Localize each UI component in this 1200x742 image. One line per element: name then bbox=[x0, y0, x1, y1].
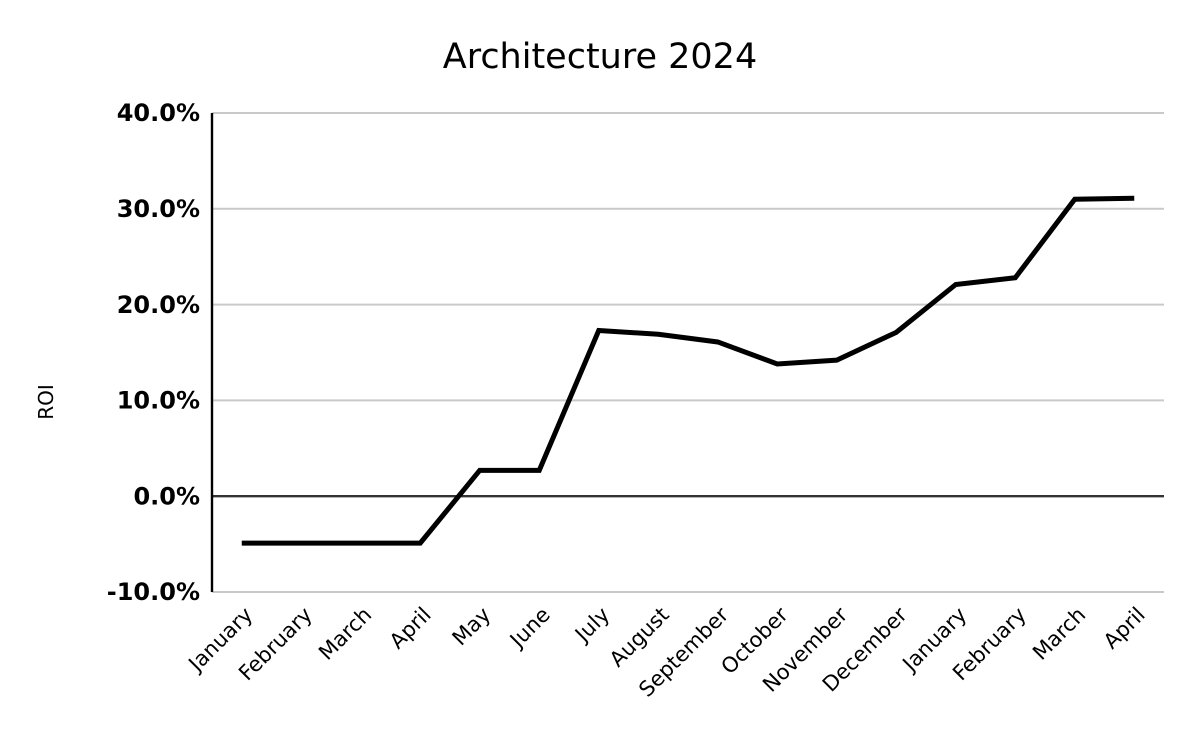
chart-title: Architecture 2024 bbox=[443, 37, 757, 77]
x-tick-label: May bbox=[448, 603, 496, 651]
x-tick-label: March bbox=[1028, 603, 1090, 665]
y-tick-label: -10.0% bbox=[107, 578, 200, 606]
x-tick-label: April bbox=[385, 603, 436, 654]
x-tick-label: March bbox=[314, 603, 376, 665]
y-tick-label: 0.0% bbox=[133, 482, 200, 510]
y-tick-labels: 40.0% 30.0% 20.0% 10.0% 0.0% -10.0% bbox=[107, 99, 200, 606]
x-tick-label: July bbox=[569, 603, 614, 648]
y-tick-label: 10.0% bbox=[117, 387, 200, 415]
y-axis-title: ROI bbox=[34, 384, 58, 420]
y-tick-label: 30.0% bbox=[117, 195, 200, 223]
roi-data-line bbox=[241, 195, 1135, 546]
y-tick-label: 20.0% bbox=[117, 291, 200, 319]
y-tick-label: 40.0% bbox=[117, 99, 200, 127]
x-tick-label: April bbox=[1099, 603, 1150, 654]
x-tick-label: June bbox=[504, 603, 555, 654]
gridlines bbox=[212, 112, 1164, 593]
